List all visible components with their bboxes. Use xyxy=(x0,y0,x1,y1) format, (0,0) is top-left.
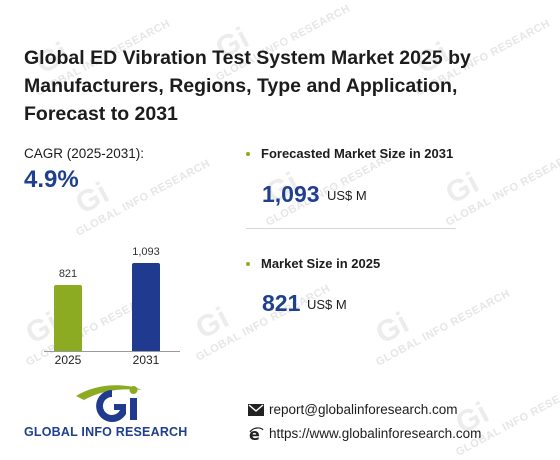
kpi-current-value: 821 xyxy=(262,290,301,316)
svg-text:e: e xyxy=(249,426,260,442)
brand-name: GLOBAL INFO RESEARCH xyxy=(24,425,188,439)
chart-axis-line xyxy=(44,351,180,352)
watermark-logo: Gi GLOBAL INFO RESEARCH xyxy=(70,157,213,239)
bar-2031 xyxy=(132,263,160,351)
kpi-divider xyxy=(246,228,456,229)
globe-e-icon: e xyxy=(248,426,264,442)
bar-year-2031: 2031 xyxy=(132,353,160,367)
bar-year-2025: 2025 xyxy=(54,353,82,367)
kpi-forecast-value: 1,093 xyxy=(262,181,320,207)
bar-value-2031: 1,093 xyxy=(132,246,160,258)
brand-logo xyxy=(24,380,194,442)
contact-email-text[interactable]: report@globalinforesearch.com xyxy=(269,402,458,417)
contact-email[interactable]: report@globalinforesearch.com xyxy=(248,402,458,417)
contact-website[interactable]: e https://www.globalinforesearch.com xyxy=(248,426,482,442)
envelope-icon xyxy=(248,403,264,417)
bullet-dot-icon xyxy=(246,261,250,266)
watermark-logo: Gi GLOBAL INFO RESEARCH xyxy=(440,147,560,229)
contact-website-text[interactable]: https://www.globalinforesearch.com xyxy=(269,426,482,441)
cagr-value: 4.9% xyxy=(24,166,79,193)
watermark-logo: Gi GLOBAL INFO RESEARCH xyxy=(370,287,513,369)
brand-logo-mark-icon xyxy=(76,385,142,422)
report-title: Global ED Vibration Test System Market 2… xyxy=(24,47,471,125)
watermark-logo: Gi GLOBAL INFO RESEARCH xyxy=(260,147,403,229)
bar-value-2025: 821 xyxy=(58,268,78,280)
bar-2025 xyxy=(54,285,82,351)
kpi-current-label-text: Market Size in 2025 xyxy=(261,256,381,271)
kpi-current-unit: US$ M xyxy=(307,297,347,312)
kpi-current-label: Market Size in 2025 xyxy=(246,256,380,271)
kpi-forecast-label: Forecasted Market Size in 2031 xyxy=(246,146,453,161)
kpi-forecast-unit: US$ M xyxy=(327,188,367,203)
kpi-forecast-label-text: Forecasted Market Size in 2031 xyxy=(261,146,454,161)
cagr-label: CAGR (2025-2031): xyxy=(24,146,145,161)
bullet-dot-icon xyxy=(246,151,250,156)
